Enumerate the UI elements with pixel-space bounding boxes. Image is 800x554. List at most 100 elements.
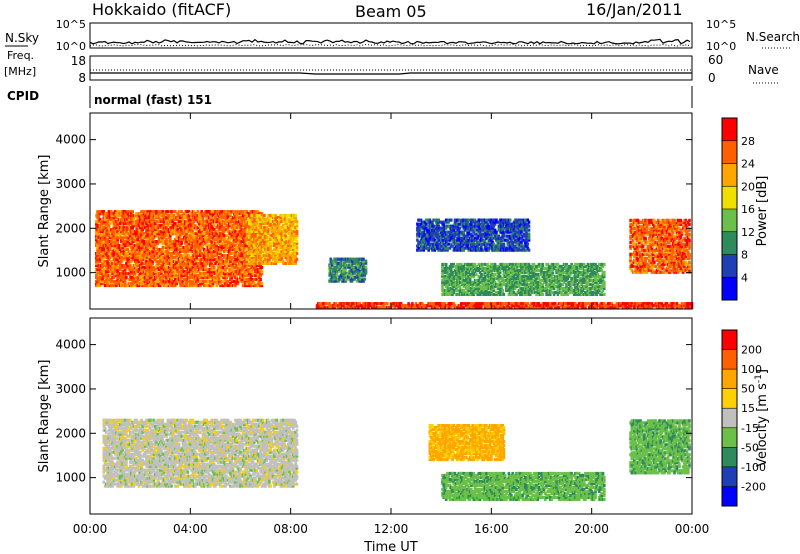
data-cell bbox=[162, 214, 166, 218]
data-cell bbox=[171, 256, 175, 260]
data-cell bbox=[210, 272, 213, 276]
data-cell bbox=[141, 266, 144, 270]
data-cell bbox=[172, 282, 176, 286]
data-cell bbox=[140, 248, 143, 252]
data-cell bbox=[219, 280, 222, 284]
data-cell bbox=[219, 218, 222, 222]
data-cell bbox=[220, 244, 223, 248]
data-cell bbox=[128, 222, 132, 226]
data-cell bbox=[210, 268, 213, 272]
data-cell bbox=[202, 220, 206, 224]
data-cell bbox=[222, 234, 226, 238]
data-cell bbox=[141, 238, 144, 242]
data-cell bbox=[207, 240, 211, 244]
data-cell bbox=[138, 256, 142, 260]
data-cell bbox=[127, 236, 131, 240]
data-cell bbox=[186, 250, 190, 254]
data-cell bbox=[136, 240, 139, 244]
data-cell bbox=[155, 274, 158, 278]
data-cell bbox=[147, 244, 151, 248]
data-cell bbox=[131, 210, 134, 214]
data-cell bbox=[154, 242, 157, 246]
data-cell bbox=[122, 283, 126, 288]
scatter-region bbox=[416, 218, 531, 252]
data-cell bbox=[165, 238, 168, 242]
data-cell bbox=[180, 242, 183, 246]
data-cell bbox=[97, 256, 101, 260]
data-cell bbox=[117, 260, 121, 264]
data-cell bbox=[105, 278, 108, 282]
data-cell bbox=[113, 270, 117, 274]
data-cell bbox=[118, 280, 122, 284]
data-cell bbox=[179, 234, 182, 238]
data-cell bbox=[185, 242, 188, 246]
data-cell bbox=[174, 278, 177, 282]
data-cell bbox=[185, 240, 188, 244]
data-cell bbox=[187, 242, 191, 246]
data-cell bbox=[211, 258, 215, 262]
data-cell bbox=[122, 276, 126, 280]
data-cell bbox=[96, 226, 99, 230]
data-cell bbox=[120, 220, 123, 224]
data-cell bbox=[106, 260, 109, 264]
data-cell bbox=[132, 280, 136, 284]
data-cell bbox=[126, 240, 129, 244]
data-cell bbox=[136, 234, 139, 238]
data-cell bbox=[174, 224, 177, 228]
data-cell bbox=[155, 283, 158, 288]
data-cell bbox=[156, 280, 160, 284]
data-cell bbox=[133, 230, 137, 234]
data-cell bbox=[111, 270, 114, 274]
data-cell bbox=[110, 278, 113, 282]
freq-right-tick-bottom: 0 bbox=[708, 71, 716, 85]
data-cell bbox=[269, 219, 272, 224]
data-cell bbox=[201, 246, 205, 250]
data-cell bbox=[117, 228, 121, 232]
data-cell bbox=[164, 282, 167, 286]
data-cell bbox=[156, 242, 160, 246]
data-cell bbox=[100, 282, 103, 286]
data-cell bbox=[214, 238, 217, 242]
data-cell bbox=[162, 250, 166, 254]
data-cell bbox=[274, 213, 277, 218]
data-cell bbox=[174, 246, 177, 250]
data-cell bbox=[177, 232, 181, 236]
data-cell bbox=[140, 258, 143, 262]
data-cell bbox=[136, 262, 139, 266]
data-cell bbox=[126, 242, 129, 246]
data-cell bbox=[197, 218, 201, 222]
data-cell bbox=[151, 250, 155, 254]
data-cell bbox=[147, 218, 151, 222]
data-cell bbox=[113, 248, 117, 252]
data-cell bbox=[125, 226, 128, 230]
data-cell bbox=[175, 260, 178, 264]
data-cell bbox=[120, 266, 123, 270]
data-cell bbox=[195, 254, 198, 258]
data-cell bbox=[211, 282, 215, 286]
data-cell bbox=[162, 224, 166, 228]
data-cell bbox=[121, 246, 124, 250]
data-cell bbox=[95, 270, 98, 274]
data-cell bbox=[112, 222, 116, 226]
data-cell bbox=[112, 238, 116, 242]
data-cell bbox=[156, 264, 160, 268]
data-cell bbox=[126, 256, 129, 260]
data-cell bbox=[108, 246, 112, 250]
data-cell bbox=[113, 214, 117, 218]
data-cell bbox=[96, 232, 99, 236]
data-cell bbox=[141, 254, 144, 258]
data-cell bbox=[98, 258, 102, 262]
data-cell bbox=[189, 222, 192, 226]
data-cell bbox=[189, 220, 192, 224]
data-cell bbox=[259, 278, 262, 282]
data-cell bbox=[157, 262, 161, 266]
data-cell bbox=[125, 216, 128, 220]
data-cell bbox=[103, 222, 107, 226]
data-cell bbox=[162, 266, 166, 270]
data-cell bbox=[126, 254, 129, 258]
data-cell bbox=[148, 258, 152, 262]
data-cell bbox=[165, 226, 168, 230]
data-cell bbox=[107, 226, 111, 230]
data-cell bbox=[195, 228, 198, 232]
data-cell bbox=[151, 274, 155, 278]
